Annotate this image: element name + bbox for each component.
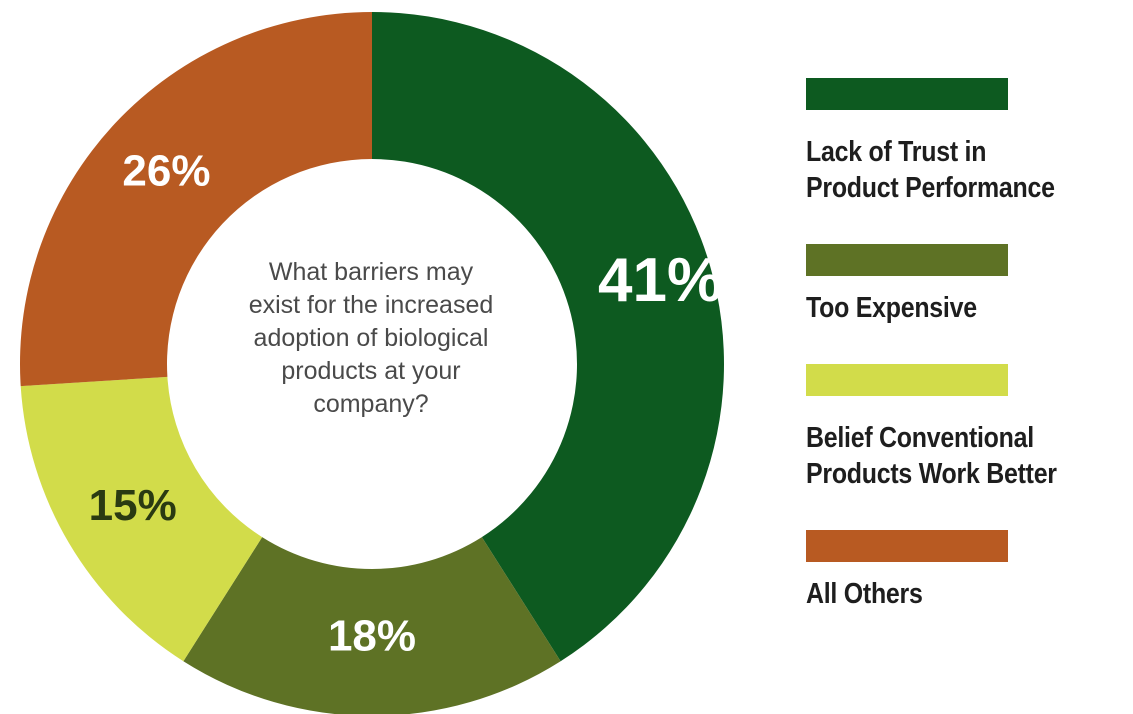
center-question-line: company? [313,390,429,418]
center-question-line: products at your [281,357,461,385]
legend-swatch [806,364,1008,396]
legend-label: Lack of Trust in [806,136,987,168]
label-all-others: 26% [122,146,210,195]
legend-swatch [806,244,1008,276]
legend-item-belief-conventional: Belief Conventional Products Work Better [806,364,1126,492]
center-question-line: adoption of biological [253,324,489,352]
slice-belief-conventional [20,376,263,662]
legend: Lack of Trust in Product Performance Too E… [806,78,1126,612]
slice-lack-of-trust [372,12,725,662]
center-question-line: What barriers may [268,258,474,286]
legend-label: Belief Conventional [806,422,1034,454]
label-lack-of-trust: 41% [598,246,722,315]
legend-swatch [806,78,1008,110]
slice-too-expensive [183,537,561,714]
legend-item-too-expensive: Too Expensive [806,244,1126,326]
center-question: What barriers may exist for the increased… [226,256,516,421]
legend-label: Too Expensive [806,292,977,324]
label-belief-conventional: 15% [89,481,177,530]
legend-label: Product Performance [806,172,1055,204]
donut-svg: 41% 18% 15% 26% [19,12,725,714]
center-question-line: exist for the increased [248,291,494,319]
legend-item-lack-of-trust: Lack of Trust in Product Performance [806,78,1126,206]
legend-item-all-others: All Others [806,530,1126,612]
legend-swatch [806,530,1008,562]
slice-all-others [19,12,372,387]
legend-label: Products Work Better [806,458,1057,490]
legend-label: All Others [806,578,923,610]
label-too-expensive: 18% [328,612,416,661]
